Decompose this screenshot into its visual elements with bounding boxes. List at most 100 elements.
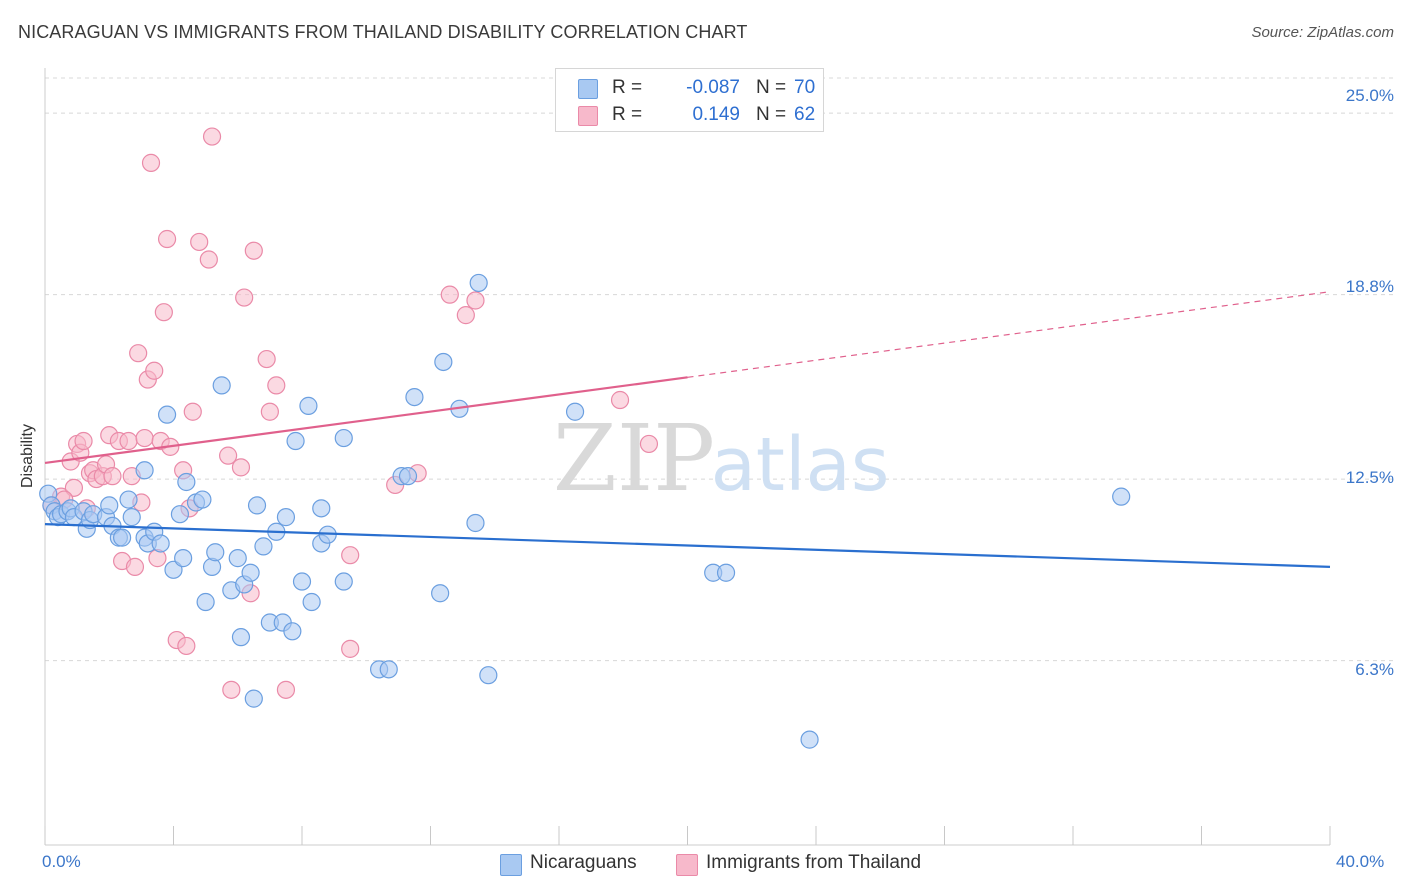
point-thailand [64,478,84,497]
point-thailand [74,431,93,451]
point-thailand [341,639,360,658]
n-value: 62 [794,104,816,125]
watermark-zip: ZIP [553,405,715,512]
point-nicaraguans [228,549,247,568]
y-tick-label: 18.8% [1345,277,1394,296]
r-value: 0.149 [692,104,740,125]
trend-lines [44,291,1331,568]
point-nicaraguans [174,549,193,568]
point-nicaraguans [202,557,222,576]
point-thailand [341,546,360,565]
trend-line-thailand-extension [687,291,1331,378]
point-nicaraguans [241,563,260,582]
swatch-pink [578,106,598,126]
legend-label: Immigrants from Thailand [706,852,922,873]
point-nicaraguans [431,584,450,603]
point-thailand [456,306,475,325]
swatch-blue [578,79,598,99]
n-label: N = [756,104,787,125]
point-nicaraguans [716,563,736,582]
point-nicaraguans [177,472,196,492]
point-nicaraguans [800,730,819,749]
point-thailand [222,680,241,699]
r-label: R = [612,77,643,98]
r-value: -0.087 [686,77,740,98]
point-nicaraguans [299,396,318,415]
point-thailand [610,390,630,410]
point-nicaraguans [164,560,183,579]
point-thailand [231,458,251,477]
point-thailand [257,349,276,369]
point-nicaraguans [135,461,154,480]
point-thailand [276,680,296,699]
point-thailand [148,549,167,568]
watermark: ZIP atlas [553,405,890,512]
point-nicaraguans [100,496,119,515]
y-tick-label: 12.5% [1345,468,1394,487]
point-nicaraguans [1112,487,1131,506]
r-label: R = [612,104,643,125]
point-nicaraguans [244,689,263,708]
point-nicaraguans [434,352,453,372]
point-nicaraguans [170,505,190,524]
y-axis-label: Disability [19,423,36,489]
point-nicaraguans [206,543,225,562]
point-nicaraguans [254,537,273,556]
point-nicaraguans [312,499,331,518]
point-thailand [244,241,263,260]
point-thailand [260,402,279,421]
axes [44,68,1331,846]
point-nicaraguans [398,467,418,486]
point-thailand [639,434,659,454]
point-thailand [190,232,209,252]
source-credit: Source: ZipAtlas.com [1251,24,1394,41]
point-nicaraguans [157,405,177,424]
point-nicaraguans [302,592,321,612]
correlation-stats-box: R = -0.087 N = 70 R = 0.149 N = 62 [555,68,824,132]
point-nicaraguans [292,572,312,591]
point-thailand [199,250,218,269]
point-nicaraguans [276,508,296,527]
point-nicaraguans [231,628,251,647]
point-thailand [141,153,161,172]
legend-swatch-pink [676,854,698,876]
n-label: N = [756,77,787,98]
point-nicaraguans [212,376,231,395]
point-nicaraguans [283,622,302,641]
x-tick-label: 0.0% [42,852,81,871]
point-thailand [202,127,222,146]
trend-line-nicaraguans [44,523,1331,568]
point-nicaraguans [565,402,585,421]
point-thailand [177,636,196,656]
point-nicaraguans [479,666,498,685]
point-thailand [154,303,173,322]
point-nicaraguans [334,572,353,591]
point-nicaraguans [193,490,212,509]
watermark-atlas: atlas [711,422,890,508]
point-thailand [135,428,154,448]
point-thailand [145,361,164,380]
n-value: 70 [794,77,816,98]
point-nicaraguans [151,534,170,553]
trend-line-thailand [44,376,688,465]
legend-swatch-blue [500,854,522,876]
point-thailand [157,229,177,249]
point-nicaraguans [247,496,267,515]
point-nicaraguans [469,273,488,293]
point-thailand [267,376,286,395]
point-thailand [440,285,459,304]
point-thailand [235,288,254,307]
point-nicaraguans [112,528,132,547]
point-thailand [103,467,122,486]
y-tick-label: 6.3% [1355,660,1394,679]
point-nicaraguans [405,387,424,407]
legend-label: Nicaraguans [530,852,637,873]
y-tick-label: 25.0% [1345,86,1394,105]
x-tick-label: 40.0% [1336,852,1385,871]
point-thailand [466,291,485,310]
point-thailand [129,344,148,363]
point-nicaraguans [379,660,398,679]
point-nicaraguans [286,431,305,451]
point-thailand [125,557,145,576]
